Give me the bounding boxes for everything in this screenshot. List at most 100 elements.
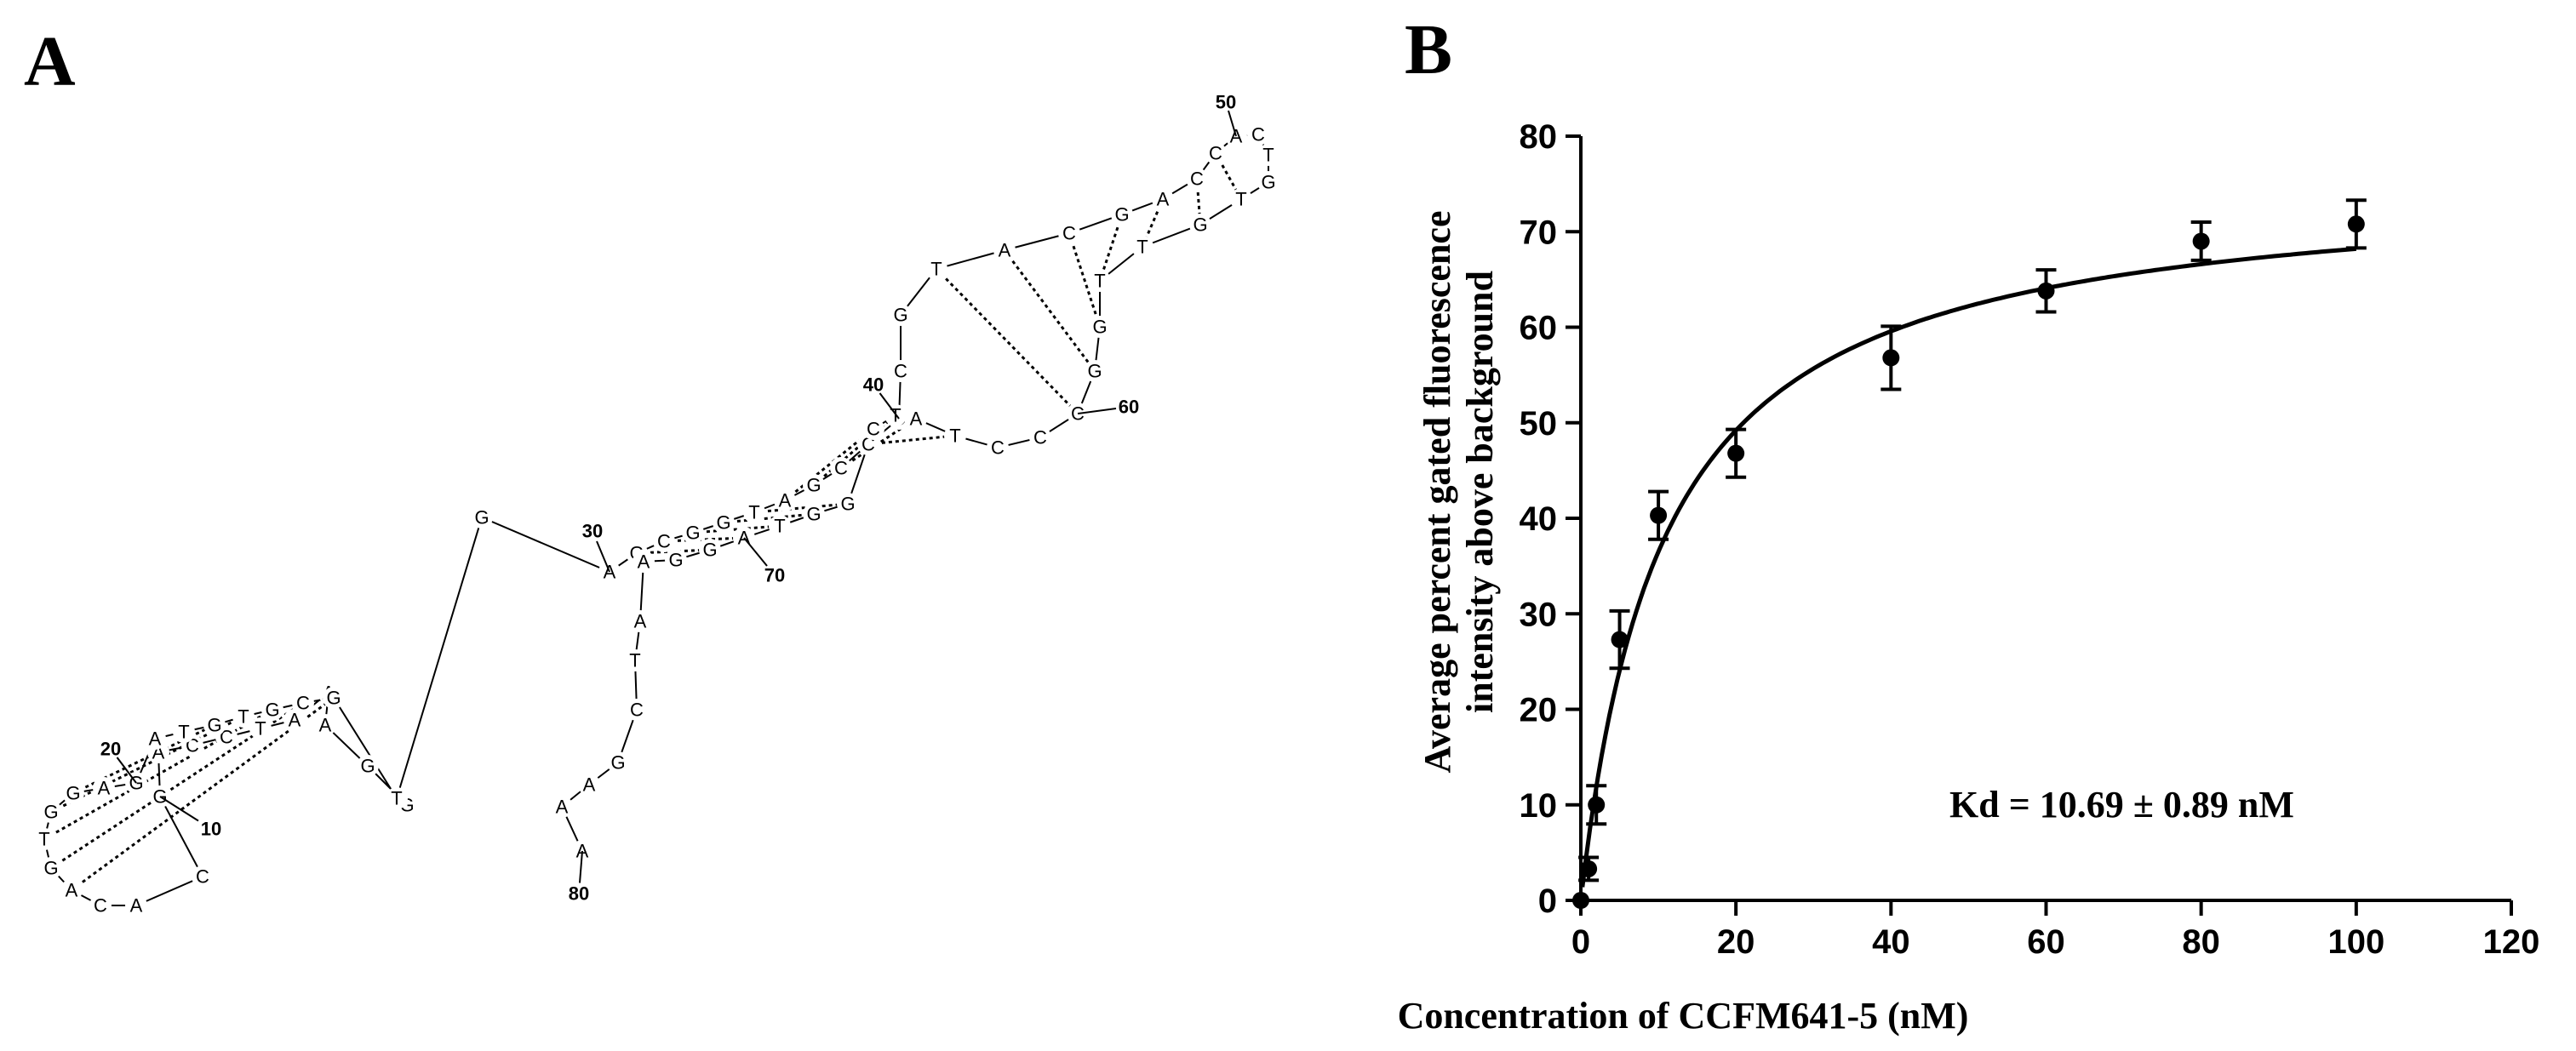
nucleotide-14: A — [60, 879, 83, 901]
svg-text:T: T — [774, 516, 785, 537]
x-tick-label-120: 120 — [2483, 923, 2540, 961]
svg-text:T: T — [1262, 145, 1274, 166]
nucleotide-38: C — [830, 457, 852, 479]
nucleotide-26: C — [292, 692, 314, 714]
nucleotide-23: G — [203, 714, 226, 736]
marker — [2347, 215, 2365, 233]
svg-text:T: T — [949, 426, 960, 447]
svg-text:C: C — [1251, 124, 1265, 146]
data-point-6 — [1726, 427, 1747, 479]
x-tick-label-40: 40 — [1872, 923, 1910, 961]
svg-text:G: G — [840, 494, 855, 515]
marker — [1650, 506, 1668, 524]
svg-text:A: A — [638, 551, 650, 573]
nucleotide-41: C — [890, 360, 912, 382]
svg-text:A: A — [319, 715, 332, 736]
svg-text:T: T — [930, 259, 942, 280]
nucleotide-59: G — [1084, 360, 1106, 382]
panel-b-label: B — [1405, 10, 1452, 89]
data-point-1 — [1572, 892, 1589, 909]
svg-text:T: T — [178, 722, 189, 743]
marker — [1588, 796, 1606, 814]
nucleotide-73: A — [633, 551, 655, 573]
svg-text:C: C — [94, 895, 107, 917]
svg-text:T: T — [1235, 189, 1246, 210]
nucleotide-18: G — [62, 782, 84, 804]
svg-text:C: C — [867, 419, 880, 440]
data-point-4 — [1609, 608, 1630, 671]
svg-text:T: T — [1136, 237, 1148, 258]
nucleotide-62: C — [987, 437, 1009, 459]
svg-text:C: C — [991, 437, 1005, 459]
svg-text:G: G — [806, 475, 821, 496]
nucleotide-79: A — [551, 796, 573, 818]
y-tick-label-80: 80 — [1520, 118, 1558, 156]
y-tick-label-60: 60 — [1520, 310, 1558, 347]
nucleotide-52: T — [1257, 144, 1279, 166]
svg-text:G: G — [806, 504, 821, 525]
marker — [2192, 232, 2210, 250]
svg-text:G: G — [610, 752, 625, 774]
y-tick-label-40: 40 — [1520, 500, 1558, 538]
svg-text:C: C — [296, 693, 310, 714]
nucleotide-64: A — [905, 408, 927, 430]
base-pair-11 — [784, 427, 874, 502]
nucleotide-19: A — [93, 777, 115, 799]
nucleotide-66: C — [862, 418, 884, 440]
svg-text:T: T — [391, 788, 402, 809]
base-pair-2 — [50, 701, 304, 870]
svg-text:A: A — [576, 841, 589, 862]
base-pair-10 — [753, 502, 849, 514]
nucleotide-35: T — [743, 501, 765, 523]
data-point-7 — [1880, 324, 1902, 391]
nucleotide-36: A — [774, 489, 796, 511]
marker — [1580, 860, 1598, 877]
y-tick-label-0: 0 — [1538, 882, 1557, 920]
position-label-10: 10 — [201, 819, 221, 840]
svg-text:C: C — [630, 700, 644, 721]
svg-text:T: T — [255, 718, 266, 740]
kd-annotation: Kd = 10.69 ± 0.89 nM — [1949, 784, 2294, 825]
svg-text:T: T — [629, 650, 640, 671]
nucleotide-69: T — [769, 515, 791, 537]
y-tick-label-50: 50 — [1520, 405, 1558, 443]
nucleotide-74: A — [629, 610, 651, 632]
svg-text:G: G — [207, 715, 221, 736]
x-axis-ticks: 0 20 40 60 80 100 120 — [1571, 900, 2540, 961]
data-points — [1572, 198, 2367, 909]
svg-text:A: A — [556, 797, 569, 818]
binding-curve-chart: 0 20 40 60 80 100 120 0 10 20 30 40 50 60 70 80 Concen… — [1398, 118, 2540, 1037]
marker — [2037, 282, 2055, 300]
data-point-10 — [2345, 198, 2367, 250]
svg-text:A: A — [583, 774, 596, 796]
svg-text:A: A — [98, 778, 111, 799]
x-tick-label-20: 20 — [1717, 923, 1755, 961]
svg-text:A: A — [779, 490, 792, 511]
nucleotide-24: T — [232, 705, 255, 728]
nucleotide-72: G — [665, 549, 687, 571]
svg-text:T: T — [748, 502, 759, 523]
y-axis-title: Average percent gated fluorescence inten… — [1417, 211, 1501, 774]
y-tick-label-70: 70 — [1520, 214, 1558, 251]
position-label-70: 70 — [764, 565, 785, 586]
nucleotide-57: T — [1089, 270, 1111, 292]
nucleotide-42: G — [890, 304, 912, 326]
base-pair-17 — [1068, 232, 1102, 328]
svg-text:G: G — [1193, 214, 1207, 236]
svg-text:C: C — [1062, 223, 1076, 244]
nucleotide-33: G — [682, 522, 704, 544]
position-label-20: 20 — [100, 739, 121, 760]
data-point-3 — [1586, 784, 1607, 826]
x-tick-label-100: 100 — [2327, 923, 2384, 961]
marker — [1611, 631, 1629, 648]
svg-text:A: A — [604, 562, 616, 583]
nucleotide-27: G — [323, 687, 345, 709]
nucleotide-56: T — [1131, 236, 1153, 258]
svg-text:G: G — [326, 688, 341, 709]
nucleotide-28: T — [386, 787, 408, 809]
svg-text:G: G — [1092, 317, 1107, 338]
nucleotides: GGAAATCCAGCACAGTGGAGATGTGCGTGAGCGGTAGCCC… — [33, 123, 1279, 917]
nucleotide-2: G — [357, 755, 379, 777]
nucleotide-32: C — [653, 530, 675, 552]
svg-text:G: G — [702, 540, 717, 561]
